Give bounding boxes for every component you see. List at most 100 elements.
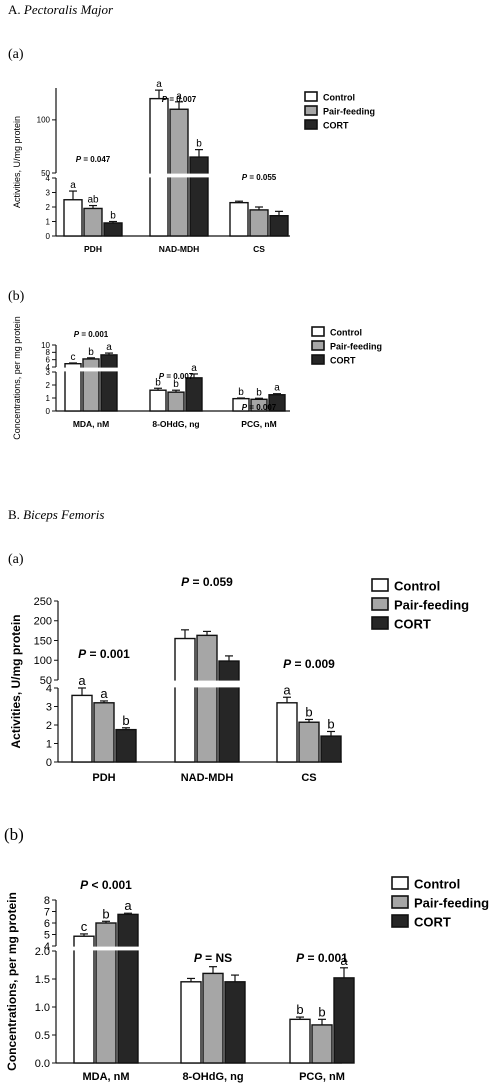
y-tick-label: 50 <box>41 169 50 178</box>
legend-swatch <box>391 876 409 890</box>
legend-label: CORT <box>323 121 349 131</box>
significance-letter: c <box>71 352 76 363</box>
p-value: P = 0.059 <box>181 575 233 589</box>
bar <box>93 702 115 763</box>
significance-letter: b <box>122 713 129 728</box>
x-tick-label: NAD-MDH <box>159 244 200 254</box>
bar <box>189 156 209 237</box>
x-tick-label: PCG, nM <box>299 1071 345 1083</box>
y-tick-label: 0 <box>46 757 52 769</box>
p-value: P = 0.007 <box>242 403 277 412</box>
bar <box>298 721 320 763</box>
y-tick-label: 4 <box>44 941 50 953</box>
y-tick-label: 1 <box>46 738 52 750</box>
bar <box>100 354 118 412</box>
y-tick-label: 2 <box>46 720 52 732</box>
bar <box>224 981 246 1064</box>
y-axis-label: Concentrations, per mg protein <box>5 892 19 1071</box>
p-value: P = 0.001 <box>296 951 348 965</box>
y-tick-label: 0.5 <box>35 1030 50 1042</box>
legend-swatch <box>391 895 409 909</box>
bar <box>149 389 167 412</box>
y-axis-label: Concentrations, per mg protein <box>12 316 22 440</box>
x-tick-label: MDA, nM <box>82 1071 129 1083</box>
p-value: P = 0.007 <box>159 372 194 381</box>
panel-label-a2: (a) <box>8 552 24 567</box>
legend: Control Pair-feeding CORT <box>304 91 375 131</box>
y-tick-label: 2 <box>46 203 51 212</box>
bar <box>117 913 139 1064</box>
bar <box>71 694 93 763</box>
bar <box>169 108 189 237</box>
y-tick-label: 50 <box>40 675 52 687</box>
legend-swatch <box>311 354 325 365</box>
bar <box>289 1018 311 1064</box>
y-tick-label: 8 <box>46 348 51 357</box>
axis-break-gap <box>172 680 242 688</box>
bar <box>333 977 355 1064</box>
legend: Control Pair-feeding CORT <box>311 326 382 366</box>
panel-label-a1: (a) <box>8 47 24 62</box>
legend: Control Pair-feeding CORT <box>371 578 469 632</box>
y-tick-label: 3 <box>46 368 51 377</box>
legend-label: Pair-feeding <box>394 598 469 613</box>
panel-label-b1: (b) <box>8 289 25 304</box>
legend-swatch <box>371 578 389 592</box>
bar <box>82 358 100 412</box>
significance-letter: b <box>110 211 116 222</box>
y-tick-label: 4 <box>46 683 52 695</box>
legend-swatch <box>304 105 318 116</box>
axis-break-gap <box>56 680 60 688</box>
bar <box>167 391 185 412</box>
y-tick-label: 1 <box>46 394 51 403</box>
axis-break-gap <box>62 367 120 372</box>
significance-letter: a <box>70 180 76 191</box>
p-value: P = 0.009 <box>283 657 335 671</box>
legend-label: CORT <box>330 356 356 366</box>
bar <box>249 209 269 237</box>
bar <box>174 637 196 763</box>
y-tick-label: 100 <box>37 116 51 125</box>
legend-label: CORT <box>414 915 451 930</box>
bar <box>63 199 83 237</box>
legend-swatch <box>304 119 318 130</box>
y-tick-label: 3 <box>46 188 51 197</box>
bar <box>95 922 117 1064</box>
p-value: P = 0.001 <box>74 330 109 339</box>
legend-swatch <box>304 91 318 102</box>
axis-break-gap <box>54 367 58 372</box>
p-value: P = 0.047 <box>76 155 111 164</box>
bar <box>311 1024 333 1064</box>
p-value: P < 0.001 <box>80 878 132 892</box>
legend-label: Control <box>414 877 460 892</box>
bar <box>149 97 169 237</box>
y-tick-label: 8 <box>44 895 50 907</box>
significance-letter: c <box>81 919 88 934</box>
y-axis-label: Activities, U/mg protein <box>12 116 22 208</box>
y-tick-label: 4 <box>46 174 51 183</box>
significance-letter: a <box>124 898 132 913</box>
legend-swatch <box>311 340 325 351</box>
bar <box>115 728 137 763</box>
bar <box>218 660 240 763</box>
axis-break-gap <box>54 173 58 178</box>
y-tick-label: 100 <box>34 655 52 667</box>
x-tick-label: PCG, nM <box>241 419 276 429</box>
legend-label: Control <box>323 93 355 103</box>
legend-label: Control <box>330 328 362 338</box>
bar <box>229 201 249 237</box>
legend-swatch <box>371 597 389 611</box>
bar <box>320 735 342 763</box>
x-tick-label: CS <box>253 244 265 254</box>
significance-letter: b <box>155 377 161 388</box>
significance-letter: a <box>78 673 86 688</box>
significance-letter: b <box>256 387 262 398</box>
significance-letter: a <box>156 79 162 90</box>
y-tick-label: 1.5 <box>35 974 50 986</box>
significance-letter: b <box>296 1002 303 1017</box>
x-tick-label: MDA, nM <box>73 419 109 429</box>
bar <box>269 214 289 237</box>
y-tick-label: 6 <box>44 918 50 930</box>
y-tick-label: 4 <box>46 363 51 372</box>
significance-letter: b <box>305 704 312 719</box>
